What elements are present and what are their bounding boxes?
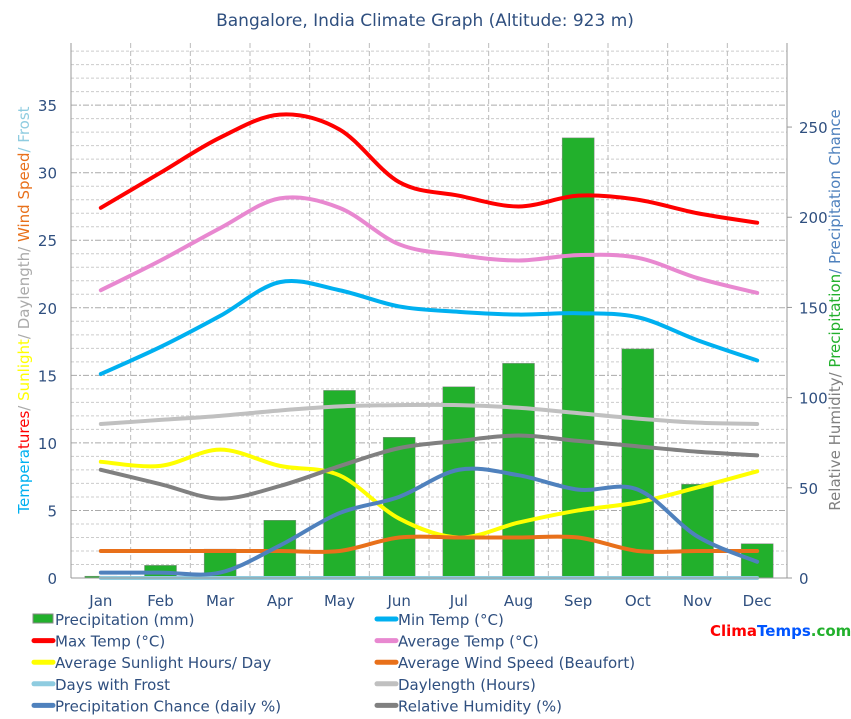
x-tick-label: Jul	[449, 592, 468, 610]
legend-label: Days with Frost	[55, 676, 170, 694]
x-tick-label: Feb	[147, 592, 174, 610]
right-tick-label: 250	[799, 119, 828, 137]
series-line	[98, 433, 760, 501]
precipitation-bar	[502, 363, 535, 579]
left-axis-label-part: Sunlight	[15, 339, 33, 401]
legend-label: Average Sunlight Hours/ Day	[55, 654, 271, 672]
legend-label: Max Temp (°C)	[55, 633, 165, 651]
legend-label: Relative Humidity (%)	[398, 697, 562, 715]
series-line	[98, 195, 760, 295]
x-tick-label: Oct	[625, 592, 651, 610]
x-tick-label: May	[324, 592, 355, 610]
right-axis-label: Relative Humidity/ Precipitation/ Precip…	[826, 109, 844, 510]
left-tick-label: 10	[38, 435, 57, 453]
climatemps-logo[interactable]: ClimaTemps.com	[710, 622, 851, 640]
series-line	[98, 279, 760, 376]
x-tick-label: Nov	[683, 592, 712, 610]
legend-label: Precipitation Chance (daily %)	[55, 697, 281, 715]
series-line	[98, 534, 760, 554]
x-tick-label: Dec	[743, 592, 772, 610]
left-axis-label-part: /	[15, 401, 33, 411]
precipitation-bar	[442, 386, 476, 579]
legend-label: Min Temp (°C)	[398, 611, 504, 629]
left-axis-label-part: tures	[15, 411, 33, 449]
x-tick-label: Jun	[386, 592, 410, 610]
logo-part: .com	[811, 622, 851, 640]
left-tick-label: 25	[38, 232, 57, 250]
x-tick-label: Mar	[206, 592, 235, 610]
left-axis-label: Temperatures/ Sunlight/ Daylength/ Wind …	[15, 106, 33, 514]
left-tick-label: 20	[38, 300, 57, 318]
legend-swatch	[32, 613, 54, 624]
right-tick-label: 50	[799, 480, 818, 498]
right-axis-label-part: Relative Humidity/	[826, 368, 844, 511]
left-tick-label: 35	[38, 97, 57, 115]
legend-label: Average Wind Speed (Beaufort)	[398, 654, 635, 672]
precipitation-bar	[621, 348, 655, 579]
series-line	[98, 112, 760, 225]
left-tick-label: 5	[47, 502, 57, 520]
right-tick-label: 100	[799, 390, 828, 408]
x-tick-label: Sep	[564, 592, 592, 610]
left-axis-label-part: / Daylength/	[15, 242, 33, 339]
left-tick-label: 0	[47, 570, 57, 588]
right-axis-label-part: / Precipitation Chance	[826, 109, 844, 274]
precipitation-bar	[382, 437, 416, 579]
right-axis-label-part: Precipitation	[826, 274, 844, 368]
logo-part: Clima	[710, 622, 757, 640]
x-tick-label: Jan	[88, 592, 112, 610]
series-line	[98, 402, 760, 426]
left-axis-label-part: Tempera	[15, 449, 33, 515]
precipitation-bar	[323, 390, 356, 579]
right-tick-label: 150	[799, 299, 828, 317]
left-axis-label-part: / Frost	[15, 106, 33, 152]
precipitation-bar	[561, 137, 595, 579]
x-tick-label: Aug	[504, 592, 533, 610]
right-tick-label: 0	[799, 570, 809, 588]
left-tick-label: 15	[38, 367, 57, 385]
precipitation-bar	[681, 483, 714, 579]
legend-label: Precipitation (mm)	[55, 611, 194, 629]
left-axis-label-part: Wind Speed	[15, 153, 33, 243]
chart-title: Bangalore, India Climate Graph (Altitude…	[216, 11, 634, 31]
series-line	[98, 447, 760, 540]
legend-label: Average Temp (°C)	[398, 633, 539, 651]
left-tick-label: 30	[38, 165, 57, 183]
legend-label: Daylength (Hours)	[398, 676, 536, 694]
right-tick-label: 200	[799, 209, 828, 227]
series-line	[98, 466, 760, 577]
x-tick-label: Apr	[267, 592, 294, 610]
logo-part: Temps	[757, 622, 811, 640]
